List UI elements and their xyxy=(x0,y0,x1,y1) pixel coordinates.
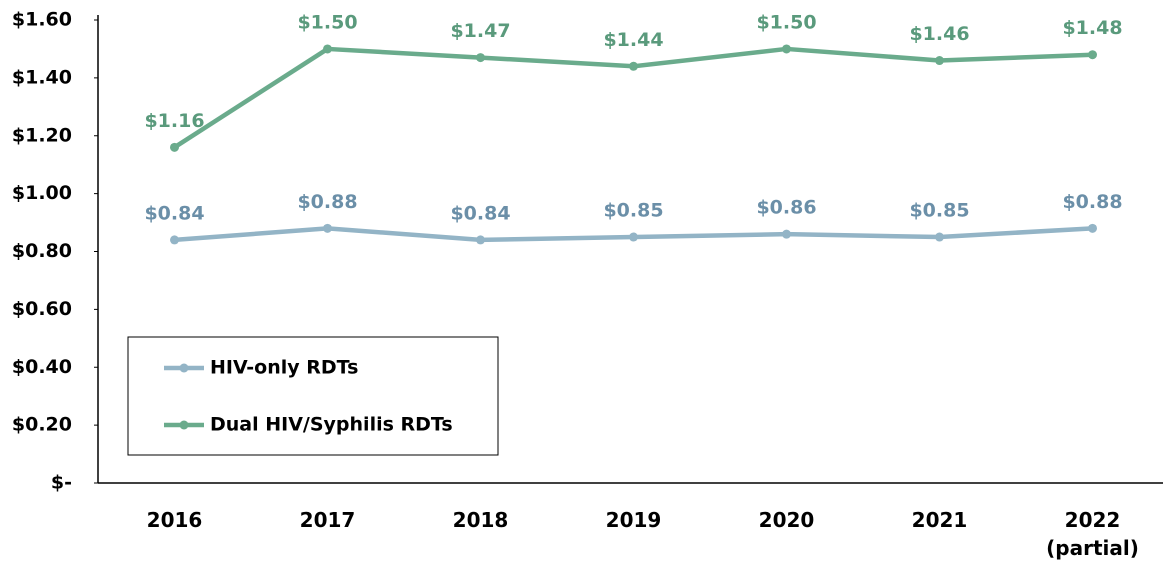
x-tick-label: 2019 xyxy=(605,508,662,532)
data-label: $1.50 xyxy=(297,11,357,33)
data-label: $1.44 xyxy=(603,29,663,51)
y-tick-label: $0.40 xyxy=(12,356,72,378)
data-label: $0.86 xyxy=(756,197,816,219)
data-point xyxy=(323,44,332,54)
data-point xyxy=(1088,50,1097,60)
data-point xyxy=(629,61,638,71)
data-point xyxy=(170,235,179,245)
y-tick-label: $1.60 xyxy=(12,9,72,31)
y-tick-label: $0.80 xyxy=(12,240,72,262)
data-point xyxy=(476,235,485,245)
x-tick-label: 2020 xyxy=(758,508,815,532)
data-label: $1.47 xyxy=(450,20,510,42)
data-label: $1.50 xyxy=(756,11,816,33)
y-tick-label: $1.00 xyxy=(12,182,72,204)
legend-marker xyxy=(179,420,189,430)
data-label: $1.48 xyxy=(1062,17,1122,39)
data-point xyxy=(170,142,179,152)
y-tick-label: $0.20 xyxy=(12,414,72,436)
x-tick-label: 2017 xyxy=(299,508,356,532)
data-label: $1.46 xyxy=(909,23,969,45)
data-point xyxy=(476,53,485,63)
data-point xyxy=(935,232,944,242)
data-label: $0.85 xyxy=(603,200,663,222)
legend-box xyxy=(127,336,499,456)
data-label: $0.84 xyxy=(450,202,510,224)
data-label: $0.85 xyxy=(909,200,969,222)
data-point xyxy=(935,56,944,66)
data-point xyxy=(782,229,791,239)
data-point xyxy=(629,232,638,242)
x-tick-label: 2022 (partial) xyxy=(1046,508,1139,560)
legend-label: Dual HIV/Syphilis RDTs xyxy=(210,414,453,436)
legend-label: HIV-only RDTs xyxy=(210,357,358,379)
data-point xyxy=(1088,223,1097,233)
x-tick-label: 2016 xyxy=(146,508,203,532)
data-label: $0.88 xyxy=(297,191,357,213)
legend-marker xyxy=(179,363,189,373)
data-label: $1.16 xyxy=(144,110,204,132)
data-point xyxy=(323,223,332,233)
data-label: $0.84 xyxy=(144,202,204,224)
y-tick-label: $1.40 xyxy=(12,66,72,88)
y-tick-label: $0.60 xyxy=(12,298,72,320)
data-point xyxy=(782,44,791,54)
x-tick-label: 2021 xyxy=(911,508,968,532)
y-tick-label: $1.20 xyxy=(12,124,72,146)
x-tick-label: 2018 xyxy=(452,508,509,532)
y-tick-label: $- xyxy=(51,472,72,494)
data-label: $0.88 xyxy=(1062,191,1122,213)
